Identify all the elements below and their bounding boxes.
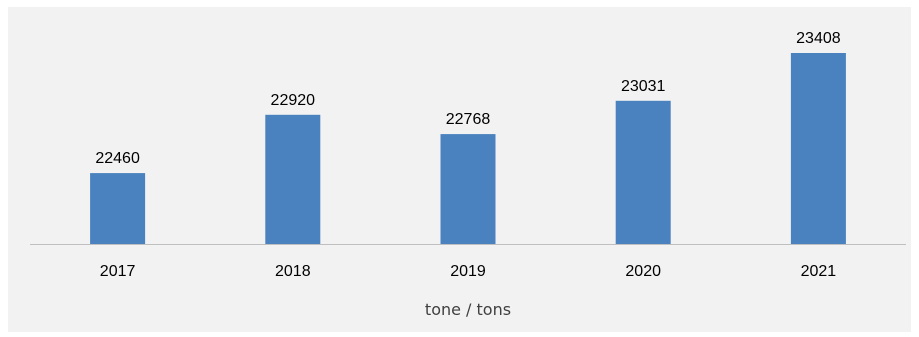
x-tick-label-2021: 2021 <box>801 263 837 280</box>
bar-2021 <box>790 53 846 244</box>
data-label-2019: 22768 <box>446 111 491 128</box>
x-tick-label-2020: 2020 <box>625 263 661 280</box>
labels-group: 22460 2017 22920 2018 22768 2019 23031 2020 2340… <box>95 30 840 280</box>
data-label-2021: 23408 <box>796 30 841 47</box>
bars-group <box>90 53 846 245</box>
bar-2017 <box>90 173 146 244</box>
bar-2019 <box>440 134 496 244</box>
bar-2020 <box>615 100 671 245</box>
x-tick-label-2019: 2019 <box>450 263 486 280</box>
x-tick-label-2017: 2017 <box>100 263 136 280</box>
x-axis-title: tone / tons <box>425 300 511 319</box>
data-label-2018: 22920 <box>271 92 316 109</box>
bar-2018 <box>265 114 321 244</box>
data-label-2020: 23031 <box>621 78 666 95</box>
data-label-2017: 22460 <box>95 150 140 167</box>
x-tick-label-2018: 2018 <box>275 263 311 280</box>
